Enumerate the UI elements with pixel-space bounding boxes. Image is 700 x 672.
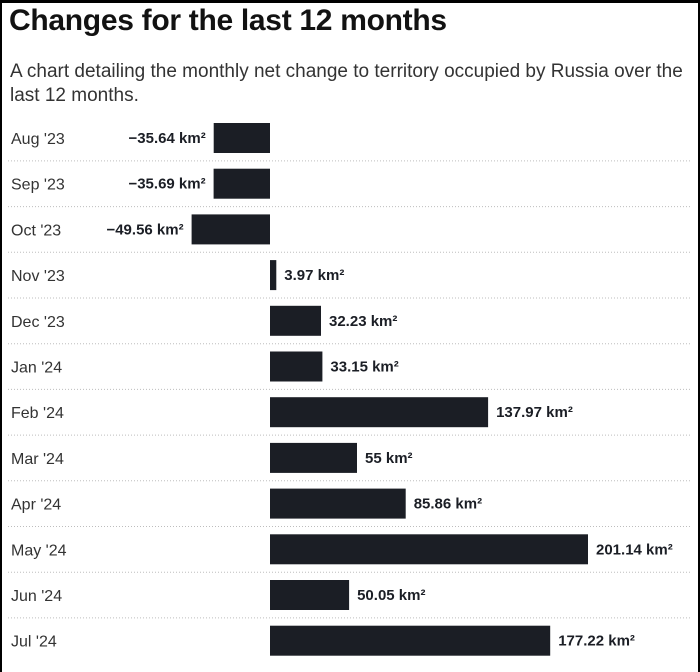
bar: [213, 168, 270, 199]
value-label: −35.64 km²: [129, 130, 206, 147]
category-label: Dec '23: [11, 314, 65, 331]
bar: [270, 305, 321, 336]
value-label: 50.05 km²: [357, 587, 425, 604]
top-border: [0, 0, 700, 3]
category-label: Apr '24: [11, 497, 61, 514]
value-label: 32.23 km²: [329, 313, 397, 330]
category-label: May '24: [11, 542, 67, 559]
category-label: Nov '23: [11, 268, 65, 285]
bar: [270, 351, 323, 382]
bar: [270, 397, 489, 428]
value-label: 33.15 km²: [330, 359, 398, 376]
bar: [270, 442, 357, 473]
category-label: Feb '24: [11, 405, 64, 422]
bar: [213, 123, 270, 153]
category-label: Aug '23: [11, 131, 65, 148]
category-label: Oct '23: [11, 222, 61, 239]
bar: [270, 580, 350, 610]
category-label: Jul '24: [11, 634, 57, 651]
value-label: −49.56 km²: [106, 221, 183, 238]
value-label: 201.14 km²: [596, 541, 673, 558]
value-label: 177.22 km²: [558, 633, 635, 650]
category-label: Sep '23: [11, 177, 65, 194]
chart-subtitle: A chart detailing the monthly net change…: [10, 61, 683, 106]
value-label: −35.69 km²: [128, 176, 205, 193]
category-label: Jun '24: [11, 588, 62, 605]
bar: [270, 625, 551, 656]
value-label: 55 km²: [365, 450, 413, 467]
category-label: Mar '24: [11, 451, 64, 468]
value-label: 137.97 km²: [496, 404, 573, 421]
chart-title: Changes for the last 12 months: [9, 4, 447, 37]
value-label: 3.97 km²: [284, 267, 344, 284]
bar: [191, 214, 270, 245]
bar-chart: Aug '23 −35.64 km² Sep '23 −35.69 km² Oct '2…: [8, 123, 690, 656]
category-label: Jan '24: [11, 360, 62, 377]
bar: [270, 260, 277, 291]
right-border: [698, 0, 700, 672]
bar: [270, 534, 588, 565]
left-border: [0, 0, 2, 672]
bar: [270, 488, 406, 519]
value-label: 85.86 km²: [414, 496, 482, 513]
